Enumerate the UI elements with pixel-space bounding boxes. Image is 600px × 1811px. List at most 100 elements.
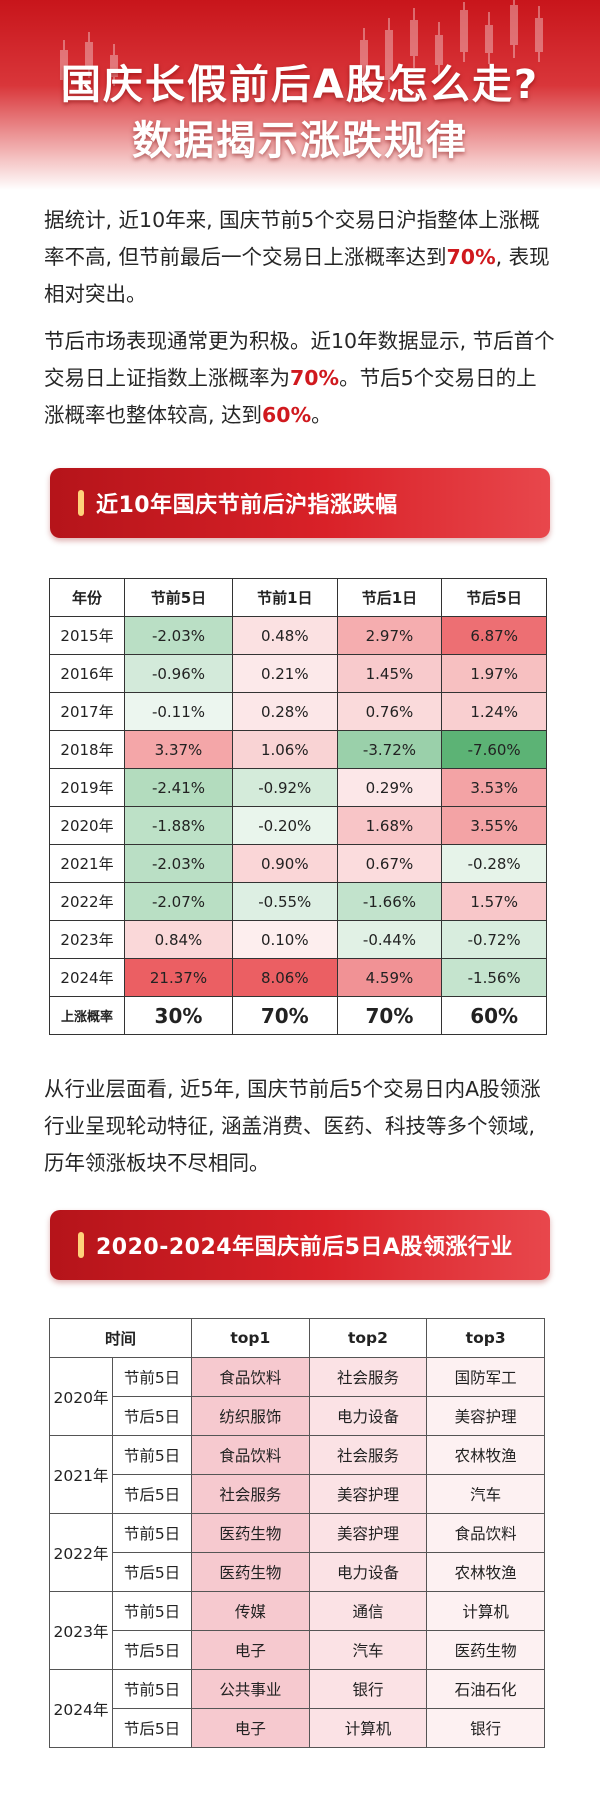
table-row: 2017年 -0.11% 0.28% 0.76% 1.24% xyxy=(49,692,547,731)
year-cell: 2023年 xyxy=(49,1591,113,1670)
industry-cell: 银行 xyxy=(426,1708,545,1748)
change-value-cell: -2.07% xyxy=(124,882,233,921)
probability-value: 30% xyxy=(124,996,233,1035)
period-cell: 节后5日 xyxy=(112,1630,192,1670)
intro-text: , 表现相对突出。 xyxy=(44,245,550,306)
table-row: 节后5日 电子 计算机 银行 xyxy=(50,1708,545,1748)
change-value-cell: 1.06% xyxy=(231,730,338,769)
year-cell: 2020年 xyxy=(49,1357,113,1436)
table-row: 节后5日 电子 汽车 医药生物 xyxy=(50,1630,545,1670)
hero-header: 国庆长假前后A股怎么走? 数据揭示涨跌规律 xyxy=(0,0,600,190)
change-value-cell: 0.84% xyxy=(124,920,233,959)
section2-banner-title: 2020-2024年国庆前后5日A股领涨行业 xyxy=(96,1235,513,1260)
banner-accent-bar xyxy=(78,490,84,516)
industry-cell: 纺织服饰 xyxy=(191,1396,310,1436)
section1-banner-title: 近10年国庆节前后沪指涨跌幅 xyxy=(96,493,398,518)
year-cell: 2022年 xyxy=(49,882,125,921)
period-cell: 节后5日 xyxy=(112,1552,192,1592)
change-value-cell: -0.28% xyxy=(441,844,547,883)
industry-cell: 计算机 xyxy=(308,1708,428,1748)
change-value-cell: -3.72% xyxy=(336,730,443,769)
intro-paragraph-1: 据统计, 近10年来, 国庆节前5个交易日沪指整体上涨概率不高, 但节前最后一个… xyxy=(44,190,556,313)
change-value-cell: 3.53% xyxy=(441,768,547,807)
year-cell: 2020年 xyxy=(49,806,125,845)
change-value-cell: 1.57% xyxy=(441,882,547,921)
probability-row: 上涨概率 30% 70% 70% 60% xyxy=(49,996,547,1035)
table-header-row: 年份 节前5日 节前1日 节后1日 节后5日 xyxy=(49,578,547,617)
header-cell: 年份 xyxy=(49,578,125,617)
period-cell: 节前5日 xyxy=(112,1669,192,1709)
year-cell: 2017年 xyxy=(49,692,125,731)
change-value-cell: 0.48% xyxy=(231,616,338,655)
industry-cell: 汽车 xyxy=(308,1630,428,1670)
change-value-cell: 3.37% xyxy=(124,730,233,769)
header-cell: 节后5日 xyxy=(441,578,547,617)
header-cell: 节后1日 xyxy=(336,578,443,617)
change-value-cell: -0.72% xyxy=(441,920,547,959)
change-value-cell: -0.20% xyxy=(231,806,338,845)
period-cell: 节前5日 xyxy=(112,1513,192,1553)
change-value-cell: 0.76% xyxy=(336,692,443,731)
table-row: 2016年 -0.96% 0.21% 1.45% 1.97% xyxy=(49,654,547,693)
highlight-percent: 70% xyxy=(290,366,340,390)
industry-cell: 传媒 xyxy=(191,1591,310,1631)
index-change-table: 年份 节前5日 节前1日 节后1日 节后5日 2015年 -2.03% 0.48% 2… xyxy=(49,578,547,1035)
change-value-cell: -0.44% xyxy=(336,920,443,959)
year-cell: 2021年 xyxy=(49,1435,113,1514)
year-cell: 2023年 xyxy=(49,920,125,959)
header-cell: top2 xyxy=(308,1318,428,1358)
change-value-cell: 4.59% xyxy=(336,958,443,997)
table-row: 2021年 -2.03% 0.90% 0.67% -0.28% xyxy=(49,844,547,883)
intro-text: 。节后5个交易日的上涨概率也整体较高, 达到 xyxy=(44,366,537,427)
page-title-line2: 数据揭示涨跌规律 xyxy=(132,118,468,164)
table-row: 节后5日 医药生物 电力设备 农林牧渔 xyxy=(50,1552,545,1592)
change-value-cell: 0.21% xyxy=(231,654,338,693)
table-row: 2019年 -2.41% -0.92% 0.29% 3.53% xyxy=(49,768,547,807)
industry-cell: 食品饮料 xyxy=(191,1357,310,1397)
change-value-cell: -1.56% xyxy=(441,958,547,997)
change-value-cell: -2.03% xyxy=(124,616,233,655)
intro-paragraph-2: 节后市场表现通常更为积极。近10年数据显示, 节后首个交易日上证指数上涨概率为7… xyxy=(44,313,556,434)
change-value-cell: 6.87% xyxy=(441,616,547,655)
industry-cell: 银行 xyxy=(308,1669,428,1709)
header-cell: top3 xyxy=(426,1318,545,1358)
change-value-cell: -2.41% xyxy=(124,768,233,807)
table-row: 2022年 节前5日 医药生物 美容护理 食品饮料 xyxy=(49,1513,545,1592)
header-cell: 节前1日 xyxy=(231,578,338,617)
year-cell: 2019年 xyxy=(49,768,125,807)
table-row: 2020年 -1.88% -0.20% 1.68% 3.55% xyxy=(49,806,547,845)
industry-cell: 食品饮料 xyxy=(191,1435,310,1475)
industry-cell: 汽车 xyxy=(426,1474,545,1514)
intro-text: 据统计, 近10年来, 国庆节前5个交易日沪指整体上涨概率不高, 但节前最后一个… xyxy=(44,208,540,269)
change-value-cell: 8.06% xyxy=(231,958,338,997)
change-value-cell: 1.24% xyxy=(441,692,547,731)
industry-cell: 电子 xyxy=(191,1708,310,1748)
change-value-cell: -2.03% xyxy=(124,844,233,883)
year-cell: 2022年 xyxy=(49,1513,113,1592)
table-row: 2018年 3.37% 1.06% -3.72% -7.60% xyxy=(49,730,547,769)
industry-cell: 社会服务 xyxy=(308,1435,428,1475)
probability-value: 70% xyxy=(231,996,338,1035)
industry-cell: 医药生物 xyxy=(426,1630,545,1670)
change-value-cell: -0.96% xyxy=(124,654,233,693)
change-value-cell: -1.66% xyxy=(336,882,443,921)
table-row: 2023年 节前5日 传媒 通信 计算机 xyxy=(49,1591,545,1670)
section2-banner: 2020-2024年国庆前后5日A股领涨行业 xyxy=(50,1210,550,1280)
change-value-cell: -0.11% xyxy=(124,692,233,731)
section1-banner: 近10年国庆节前后沪指涨跌幅 xyxy=(50,468,550,538)
period-cell: 节后5日 xyxy=(112,1708,192,1748)
table-row: 2023年 0.84% 0.10% -0.44% -0.72% xyxy=(49,920,547,959)
industry-cell: 社会服务 xyxy=(308,1357,428,1397)
table-header-row: 时间 top1 top2 top3 xyxy=(49,1318,545,1358)
probability-value: 70% xyxy=(336,996,443,1035)
industry-cell: 国防军工 xyxy=(426,1357,545,1397)
highlight-percent: 60% xyxy=(262,403,312,427)
industry-cell: 美容护理 xyxy=(426,1396,545,1436)
industry-cell: 通信 xyxy=(308,1591,428,1631)
table-row: 节后5日 纺织服饰 电力设备 美容护理 xyxy=(50,1396,545,1436)
change-value-cell: -0.55% xyxy=(231,882,338,921)
industry-cell: 食品饮料 xyxy=(426,1513,545,1553)
industry-cell: 医药生物 xyxy=(191,1513,310,1553)
page-title-line1: 国庆长假前后A股怎么走? xyxy=(60,62,540,108)
period-cell: 节前5日 xyxy=(112,1591,192,1631)
